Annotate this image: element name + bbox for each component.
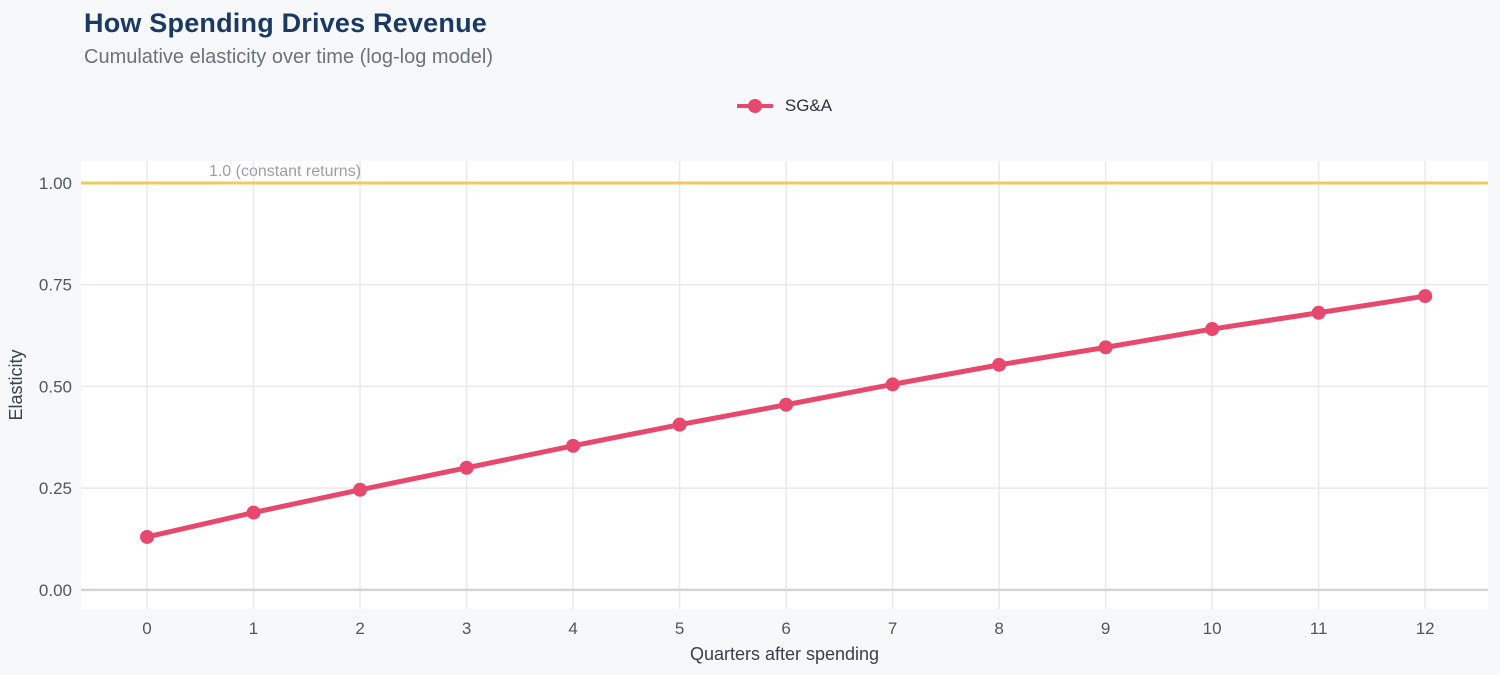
reference-line-label: 1.0 (constant returns) bbox=[209, 163, 361, 180]
x-tick-label: 4 bbox=[568, 619, 577, 638]
x-tick-label: 6 bbox=[781, 619, 790, 638]
plot-area bbox=[81, 161, 1488, 609]
data-point[interactable] bbox=[1098, 340, 1113, 355]
x-tick-label: 0 bbox=[142, 619, 151, 638]
data-point[interactable] bbox=[1418, 289, 1433, 304]
y-tick-label: 1.00 bbox=[39, 174, 72, 193]
data-point[interactable] bbox=[459, 460, 474, 475]
data-point[interactable] bbox=[566, 438, 581, 453]
data-point[interactable] bbox=[672, 417, 687, 432]
x-tick-label: 10 bbox=[1203, 619, 1222, 638]
legend-label: SG&A bbox=[784, 96, 833, 115]
chart-header: How Spending Drives Revenue Cumulative e… bbox=[84, 8, 493, 69]
y-tick-label: 0.00 bbox=[39, 581, 72, 600]
x-tick-label: 5 bbox=[675, 619, 684, 638]
data-point[interactable] bbox=[885, 377, 900, 392]
x-tick-label: 2 bbox=[355, 619, 364, 638]
data-point[interactable] bbox=[779, 397, 794, 412]
page-title: How Spending Drives Revenue bbox=[84, 8, 487, 38]
line-marker-icon bbox=[736, 99, 773, 113]
x-tick-label: 3 bbox=[462, 619, 471, 638]
x-tick-label: 9 bbox=[1101, 619, 1110, 638]
legend: SG&A bbox=[81, 96, 1488, 116]
y-tick-label: 0.25 bbox=[39, 479, 72, 498]
legend-item-sga[interactable]: SG&A bbox=[736, 96, 833, 116]
x-tick-label: 7 bbox=[888, 619, 897, 638]
y-tick-label: 0.50 bbox=[39, 377, 72, 396]
x-tick-label: 11 bbox=[1310, 619, 1328, 638]
y-axis-title: Elasticity bbox=[6, 349, 26, 420]
x-tick-label: 12 bbox=[1416, 619, 1435, 638]
data-point[interactable] bbox=[246, 505, 261, 520]
x-tick-label: 1 bbox=[249, 619, 258, 638]
data-point[interactable] bbox=[1311, 305, 1326, 320]
y-tick-label: 0.75 bbox=[39, 276, 72, 295]
data-point[interactable] bbox=[992, 357, 1007, 372]
page-subtitle: Cumulative elasticity over time (log-log… bbox=[84, 46, 494, 68]
data-point[interactable] bbox=[140, 529, 155, 544]
data-point[interactable] bbox=[353, 482, 368, 497]
x-axis-title: Quarters after spending bbox=[690, 644, 879, 664]
x-tick-label: 8 bbox=[994, 619, 1003, 638]
data-point[interactable] bbox=[1205, 322, 1220, 337]
